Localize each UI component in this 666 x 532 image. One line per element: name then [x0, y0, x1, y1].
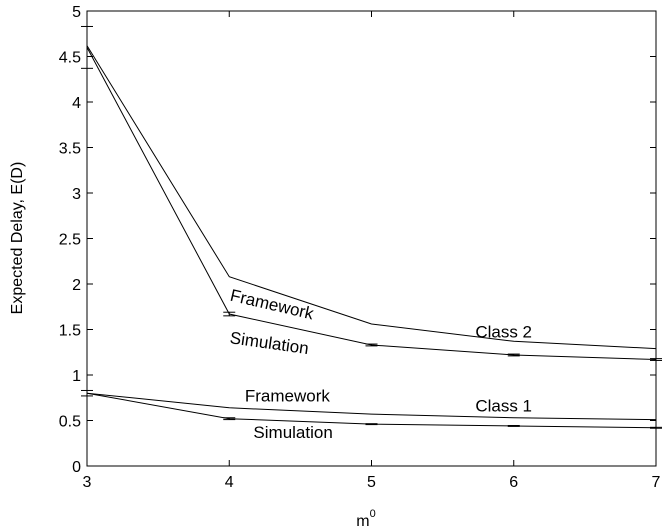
- y-axis: 0 0.5 1 1.5 2 2.5 3 3.5 4 4.5 5: [59, 4, 656, 476]
- x-tick-label: 7: [652, 474, 661, 491]
- y-tick-label: 3.5: [59, 141, 81, 158]
- x-axis: 3 4 5 6 7: [83, 11, 661, 491]
- annotation-label: Class 1: [475, 396, 532, 415]
- x-tick-label: 4: [225, 474, 234, 491]
- series-layer: [81, 25, 662, 429]
- annotation-label: Simulation: [253, 423, 332, 442]
- y-tick-label: 2: [72, 277, 81, 294]
- x-axis-label-main: m: [356, 513, 369, 530]
- series-line-1: [86, 47, 657, 360]
- y-tick-label: 5: [72, 4, 81, 21]
- y-tick-label: 4: [72, 95, 81, 112]
- y-tick-label: 0.5: [59, 414, 81, 431]
- y-tick-label: 1.5: [59, 323, 81, 340]
- x-tick-label: 6: [509, 474, 518, 491]
- y-tick-label: 2.5: [59, 232, 81, 249]
- y-axis-label: Expected Delay, E(D): [9, 162, 26, 315]
- annotation-label: Simulation: [229, 328, 310, 358]
- plot-area-frame: [86, 10, 657, 467]
- x-tick-label: 3: [83, 474, 92, 491]
- y-tick-label: 0: [72, 459, 81, 476]
- y-tick-label: 4.5: [59, 50, 81, 67]
- series-line-0: [86, 45, 657, 350]
- x-tick-label: 5: [367, 474, 376, 491]
- series-line-3: [86, 392, 657, 429]
- x-axis-label: m0: [356, 508, 375, 530]
- y-tick-label: 1: [72, 368, 81, 385]
- annotation-label: Class 2: [475, 323, 532, 342]
- y-tick-label: 3: [72, 186, 81, 203]
- annotation-label: Framework: [245, 386, 331, 405]
- x-axis-label-superscript: 0: [370, 508, 376, 520]
- series-line-2: [86, 392, 657, 421]
